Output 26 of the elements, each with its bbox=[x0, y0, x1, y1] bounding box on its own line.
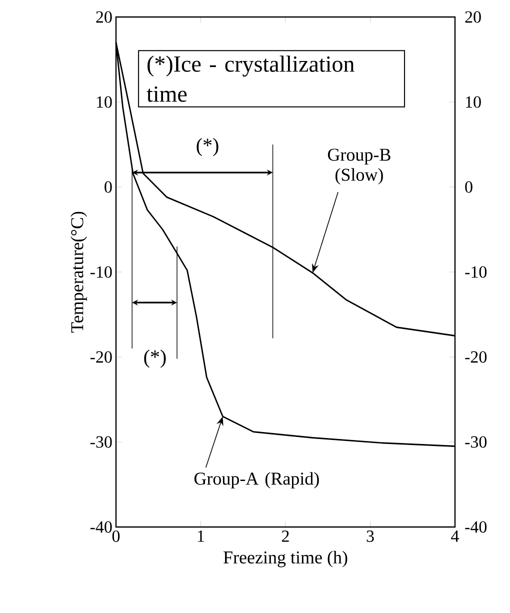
y-axis-title: Temperature(°C) bbox=[70, 212, 87, 333]
y-tick-label: 10 bbox=[96, 96, 112, 108]
annotation: Group-B (Slow) bbox=[328, 148, 390, 184]
y2-tick-label: -30 bbox=[465, 436, 487, 448]
y-tick-label: -30 bbox=[90, 436, 112, 448]
y-tick-label: -40 bbox=[90, 521, 112, 533]
x-tick-label: 0 bbox=[112, 530, 120, 542]
y2-tick-label: -10 bbox=[465, 266, 487, 278]
y2-tick-label: -40 bbox=[465, 521, 487, 533]
y-tick-label: -10 bbox=[90, 266, 112, 278]
x-tick-label: 3 bbox=[366, 530, 374, 542]
annotation: (*) bbox=[144, 350, 166, 368]
y-tick-label: -20 bbox=[90, 351, 112, 363]
annotation: (*) bbox=[196, 138, 218, 156]
x-tick-label: 2 bbox=[282, 530, 289, 542]
annotation: Group-A (Rapid) bbox=[194, 472, 319, 488]
x-axis-title: Freezing time (h) bbox=[224, 550, 348, 568]
y-tick-label: 0 bbox=[104, 181, 112, 193]
y2-tick-label: -20 bbox=[465, 351, 487, 363]
x-tick-label: 4 bbox=[451, 530, 459, 542]
y2-tick-label: 0 bbox=[465, 181, 472, 193]
y-tick-label: 20 bbox=[96, 11, 112, 23]
y2-tick-label: 10 bbox=[466, 96, 481, 108]
y2-tick-label: 20 bbox=[465, 11, 481, 23]
annotation: (*)Ice - crystallization time bbox=[146, 56, 354, 102]
x-tick-label: 1 bbox=[198, 530, 204, 542]
